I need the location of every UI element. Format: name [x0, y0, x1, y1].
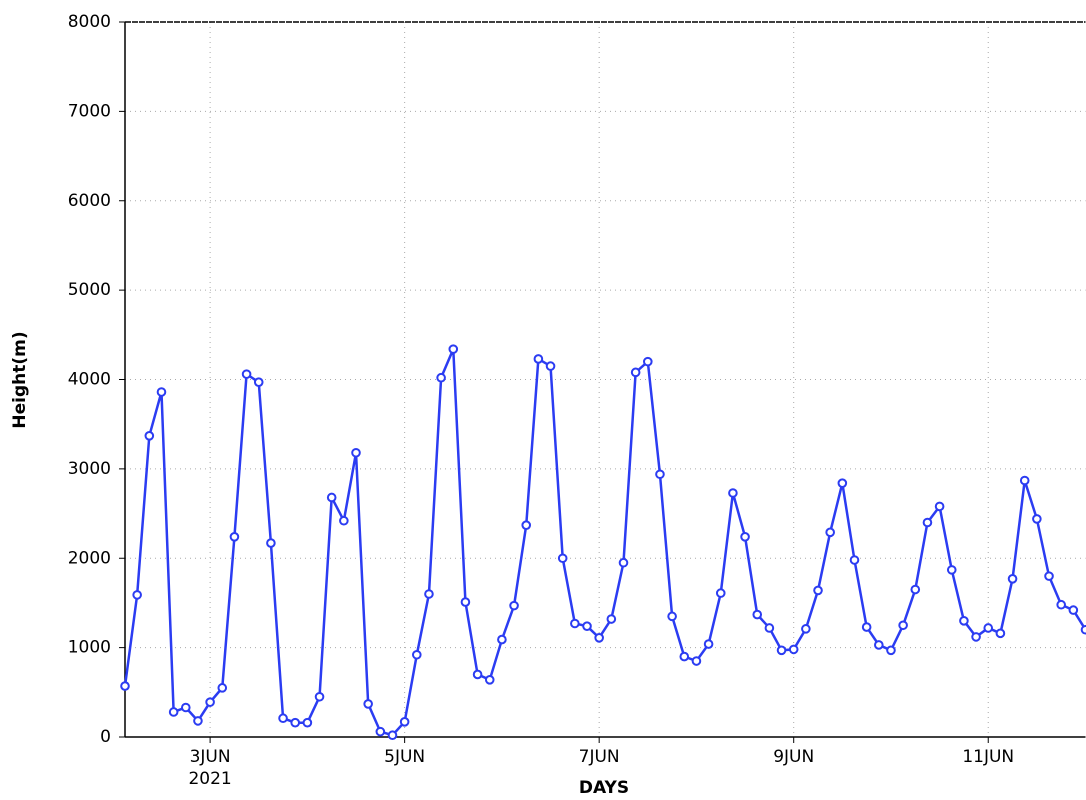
data-point [971, 632, 981, 642]
data-point [411, 649, 422, 660]
data-point [643, 356, 653, 367]
y-tick-label: 5000 [68, 280, 111, 300]
data-point [776, 645, 787, 656]
data-point [375, 726, 386, 737]
data-point [1056, 599, 1066, 610]
data-point [946, 565, 957, 575]
data-point [801, 624, 811, 634]
data-point [278, 713, 288, 724]
x-axis-label: DAYS [579, 778, 629, 798]
data-point [144, 431, 155, 441]
data-point [655, 469, 665, 480]
data-point [266, 538, 276, 548]
data-point [788, 644, 799, 655]
data-point [1068, 605, 1079, 615]
data-point [497, 634, 507, 645]
y-tick-label: 1000 [68, 638, 111, 658]
data-point [861, 622, 872, 632]
data-point [205, 697, 215, 707]
data-point [180, 702, 191, 713]
x-tick-label: 5JUN [384, 747, 425, 767]
data-point [910, 584, 921, 595]
data-point [351, 447, 361, 458]
data-point [594, 632, 604, 643]
x-tick-label: 3JUN [190, 747, 231, 767]
data-point [1044, 571, 1054, 581]
data-point [1080, 624, 1086, 635]
data-point [168, 707, 179, 717]
y-tick-label: 8000 [68, 12, 111, 32]
data-point [1007, 574, 1018, 584]
y-tick-label: 3000 [68, 459, 111, 479]
data-point [241, 369, 252, 379]
data-point [217, 683, 228, 693]
data-point [363, 699, 373, 709]
data-point [557, 553, 568, 564]
data-point [521, 520, 532, 530]
data-point [253, 377, 264, 387]
data-point [691, 656, 702, 666]
data-point [995, 628, 1006, 639]
data-point [472, 669, 483, 680]
data-point [813, 585, 823, 596]
data-point [934, 501, 945, 512]
data-point [1032, 514, 1042, 524]
data-point [339, 515, 349, 526]
data-point [618, 557, 629, 568]
y-tick-label: 0 [100, 727, 111, 747]
data-point [825, 527, 835, 538]
data-point [448, 344, 459, 354]
data-point [545, 361, 556, 371]
data-point [874, 640, 884, 650]
data-point [667, 611, 677, 622]
data-point [922, 517, 933, 528]
y-tick-label: 7000 [68, 101, 111, 121]
y-axis-label: Height(m) [10, 331, 30, 428]
data-point [715, 588, 726, 598]
data-point [630, 367, 641, 378]
data-point [533, 354, 544, 364]
y-tick-label: 2000 [68, 548, 111, 568]
data-point [484, 675, 495, 685]
data-point [314, 691, 325, 702]
data-point [424, 589, 434, 599]
data-point [728, 488, 738, 498]
x-tick-label: 11JUN [962, 747, 1014, 767]
data-point [509, 600, 519, 611]
data-point [1019, 475, 1030, 486]
data-point [387, 730, 398, 741]
data-point [570, 618, 580, 629]
data-point [290, 717, 301, 728]
data-point [460, 597, 471, 607]
data-point [886, 645, 896, 656]
data-point [898, 620, 908, 631]
data-point [764, 623, 775, 633]
data-point [752, 609, 763, 620]
data-point [132, 590, 142, 600]
data-point [582, 621, 592, 631]
y-tick-label: 6000 [68, 191, 111, 211]
x-year-label: 2021 [188, 769, 231, 789]
data-point [436, 372, 446, 383]
data-point [156, 387, 167, 397]
data-point [703, 639, 714, 649]
data-point [120, 681, 130, 691]
data-point [399, 717, 410, 727]
x-tick-label: 7JUN [579, 747, 620, 767]
x-tick-label: 9JUN [773, 747, 814, 767]
data-point [229, 532, 240, 542]
data-point [740, 532, 750, 542]
data-point [193, 716, 203, 726]
y-tick-label: 4000 [68, 370, 111, 390]
data-point [326, 492, 337, 503]
data-point [606, 614, 617, 624]
data-point [983, 623, 994, 633]
data-point [302, 717, 313, 728]
data-point [679, 651, 690, 662]
data-point [959, 616, 969, 626]
data-point [849, 555, 860, 565]
data-point [837, 478, 848, 488]
